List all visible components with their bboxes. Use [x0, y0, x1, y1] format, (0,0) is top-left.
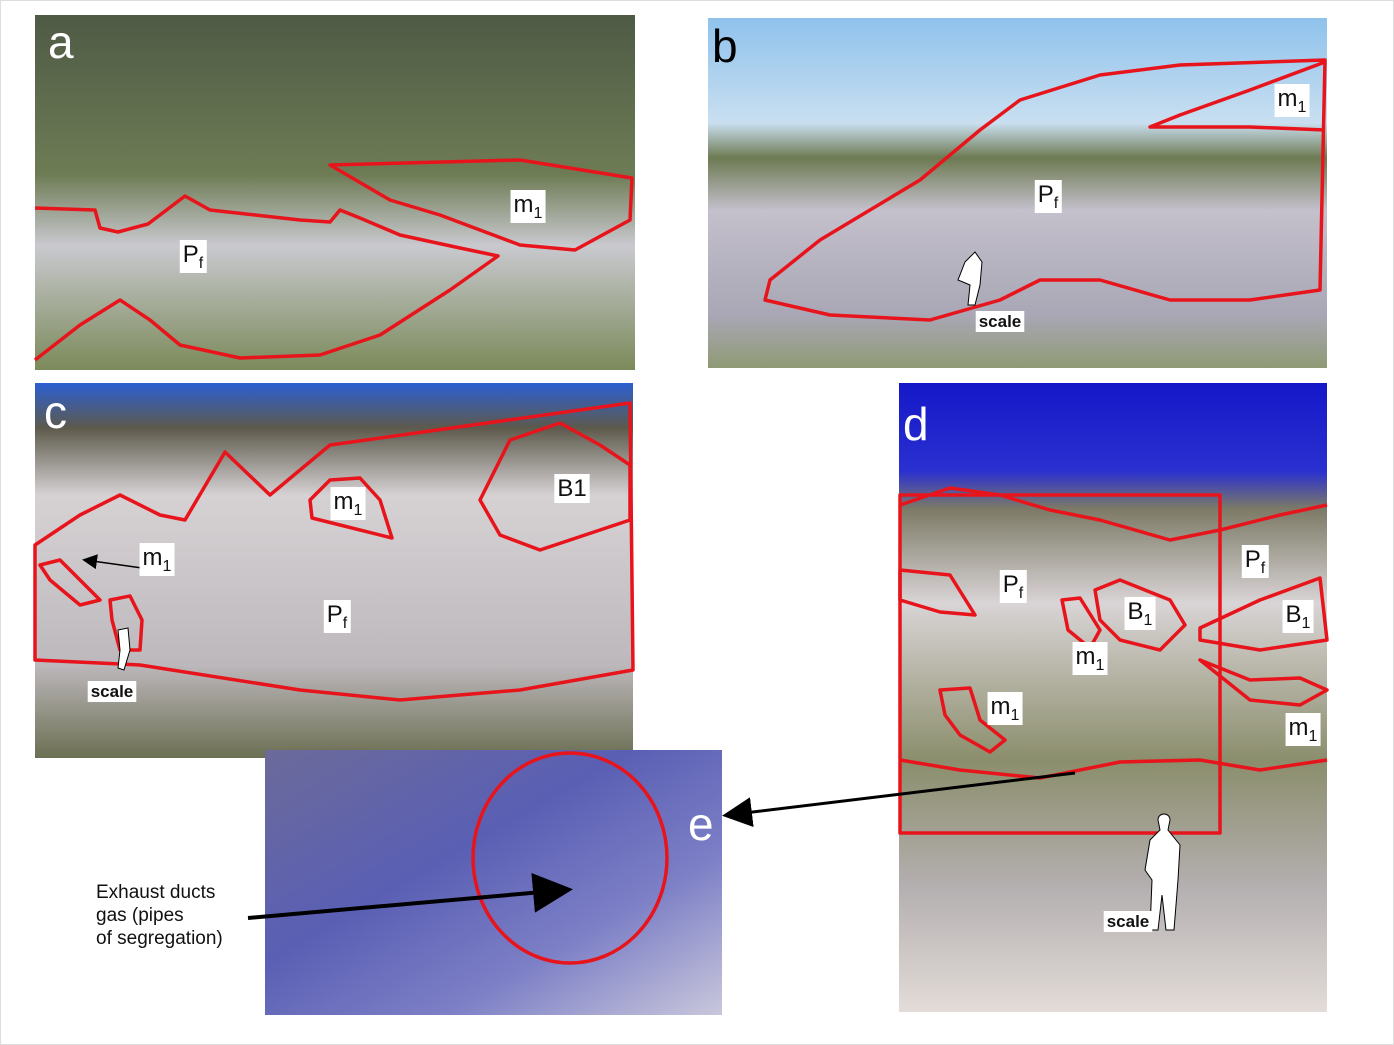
scale-figure [957, 251, 983, 306]
label-sub: 1 [534, 205, 543, 222]
label-box [1072, 642, 1108, 675]
label-sub: 1 [1302, 615, 1311, 632]
arrow [82, 554, 143, 570]
label: Pf [327, 601, 348, 632]
label-sub: 1 [1298, 99, 1307, 116]
label-box [1124, 597, 1156, 630]
outline [38, 558, 144, 652]
label-box [139, 543, 175, 576]
label-sub: f [199, 255, 204, 272]
label-main: m [1076, 643, 1096, 670]
label-sub: 1 [1309, 728, 1318, 745]
label: B1 [557, 475, 586, 502]
label-sub: 1 [1144, 612, 1153, 629]
outline [478, 421, 632, 552]
label-main: scale [1107, 912, 1150, 931]
panel-letter: d [903, 398, 929, 450]
photo-d [899, 383, 1327, 1012]
scale-figure [1144, 813, 1181, 931]
label-main: m [334, 488, 354, 515]
label-main: P [327, 601, 343, 628]
label: scale [979, 312, 1022, 331]
label-main: m [991, 693, 1011, 720]
label-box [1274, 84, 1310, 117]
label-sub: f [343, 615, 348, 632]
outline [471, 751, 669, 965]
label: m1 [514, 191, 543, 222]
label: m1 [1278, 85, 1307, 116]
label-main: scale [979, 312, 1022, 331]
label-box [554, 474, 590, 503]
label-box [179, 240, 207, 273]
label-box [999, 570, 1027, 603]
label-main: m [143, 544, 163, 571]
arrow [247, 872, 573, 920]
label-box [1103, 911, 1153, 932]
label-main: scale [91, 682, 134, 701]
label-box [323, 600, 351, 633]
label-main: m [514, 191, 534, 218]
label: B1 [1286, 601, 1311, 632]
label: m1 [991, 693, 1020, 724]
panel-letter: a [48, 16, 74, 68]
label-box [975, 311, 1025, 332]
label-sub: 1 [1096, 657, 1105, 674]
label-box [510, 190, 546, 223]
outline [898, 493, 1222, 835]
label: Pf [183, 241, 204, 272]
label: m1 [143, 544, 172, 575]
annotation-line: of segregation) [96, 928, 223, 949]
outline [763, 58, 1327, 322]
panel-letter: b [712, 20, 738, 72]
label-box [1285, 713, 1321, 746]
label-main: P [183, 241, 199, 268]
label: Pf [1038, 181, 1059, 212]
outline [899, 758, 1328, 780]
label-box [330, 487, 366, 520]
label: scale [1107, 912, 1150, 931]
label-sub: f [1054, 195, 1059, 212]
label: B1 [1128, 598, 1153, 629]
arrow [722, 771, 1076, 828]
label-box [87, 681, 137, 702]
label-box [987, 692, 1023, 725]
label-main: B [1286, 601, 1302, 628]
panel-letter: e [688, 798, 714, 850]
label-main: m [1289, 714, 1309, 741]
outline [328, 158, 634, 252]
outline [899, 486, 1328, 542]
outline [1148, 60, 1326, 132]
label-main: P [1038, 181, 1054, 208]
annotation-line: gas (pipes [96, 905, 184, 926]
label-main: P [1003, 571, 1019, 598]
outline [33, 194, 500, 362]
label-main: m [1278, 85, 1298, 112]
label-box [1282, 600, 1314, 633]
label-main: B [1128, 598, 1144, 625]
panel-letter: c [44, 386, 67, 438]
label: m1 [1289, 714, 1318, 745]
label: scale [91, 682, 134, 701]
outline [33, 401, 635, 702]
label: m1 [334, 488, 363, 519]
outline [308, 476, 394, 540]
label-sub: 1 [354, 502, 363, 519]
label-box [1241, 545, 1269, 578]
label: Pf [1245, 546, 1266, 577]
label-sub: f [1261, 560, 1266, 577]
outline [898, 568, 1329, 754]
label-sub: f [1019, 585, 1024, 602]
label-box [1034, 180, 1062, 213]
label-main: B1 [557, 475, 586, 502]
label-main: P [1245, 546, 1261, 573]
label: m1 [1076, 643, 1105, 674]
annotation-line: Exhaust ducts [96, 882, 215, 903]
scale-figure [117, 627, 131, 671]
photo-e [265, 750, 722, 1015]
label-sub: 1 [163, 558, 172, 575]
label-sub: 1 [1011, 707, 1020, 724]
annotation: Exhaust ducts gas (pipes of segregation) [96, 882, 223, 949]
label: Pf [1003, 571, 1024, 602]
